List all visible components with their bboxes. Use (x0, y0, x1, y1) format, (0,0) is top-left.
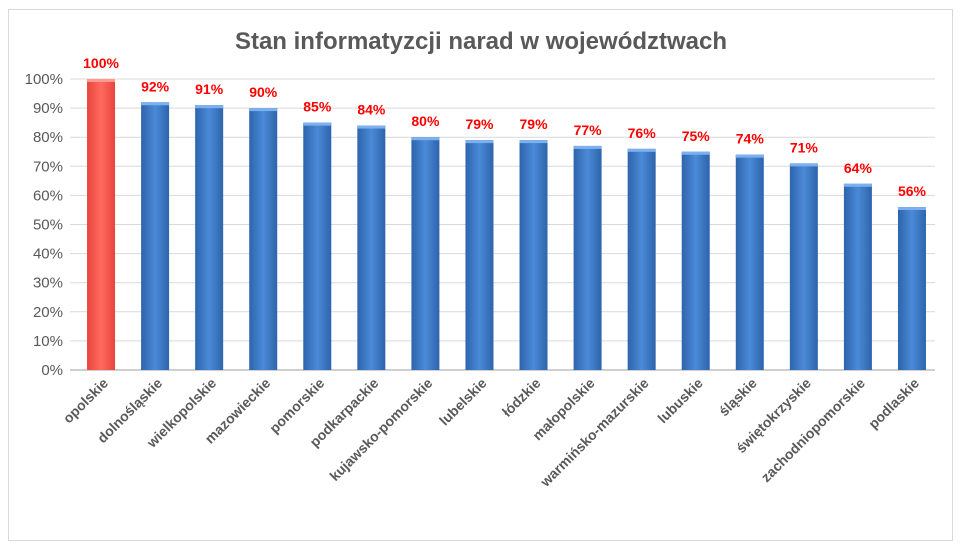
bar-bevel (357, 125, 386, 129)
bar-zachodniopomorskie (843, 183, 872, 370)
y-tick-label: 50% (33, 217, 63, 234)
data-label: 85% (303, 99, 332, 115)
y-tick-label: 70% (33, 158, 63, 175)
data-label: 91% (195, 81, 224, 97)
data-label: 77% (574, 122, 603, 138)
data-label: 92% (141, 78, 170, 94)
bar-kujawsko-pomorskie (411, 137, 440, 370)
bar-bevel (141, 102, 170, 106)
data-label: 100% (83, 55, 119, 71)
data-label: 90% (249, 84, 278, 100)
data-label: 74% (736, 131, 765, 147)
bar-warmińsko-mazurskie (627, 148, 656, 370)
data-label: 71% (790, 139, 819, 155)
bar-bevel (627, 148, 656, 152)
bar-bevel (249, 108, 278, 112)
data-label: 75% (682, 128, 711, 144)
chart-title: Stan informatyzcji narad w województwach (235, 28, 727, 55)
data-label: 79% (465, 116, 494, 132)
bar-bevel (681, 151, 710, 155)
bar-bevel (573, 145, 602, 149)
bar-opolskie (87, 79, 116, 370)
data-label: 64% (844, 160, 873, 176)
y-tick-label: 20% (33, 304, 63, 321)
data-label: 79% (520, 116, 549, 132)
y-tick-label: 100% (25, 71, 63, 88)
bar-lubuskie (681, 151, 710, 370)
data-label: 76% (628, 125, 657, 141)
bar-mazowieckie (249, 108, 278, 370)
y-tick-label: 0% (41, 362, 63, 379)
bar-bevel (465, 140, 494, 144)
y-tick-label: 90% (33, 100, 63, 117)
bar-świętokrzyskie (789, 163, 818, 370)
bar-bevel (195, 105, 224, 109)
bar-podkarpackie (357, 125, 386, 370)
bar-małopolskie (573, 145, 602, 370)
bar-bevel (789, 163, 818, 167)
y-tick-label: 10% (33, 333, 63, 350)
bar-bevel (897, 207, 926, 211)
bar-lubelskie (465, 140, 494, 370)
bar-bevel (411, 137, 440, 141)
data-label: 80% (411, 113, 440, 129)
bar-bevel (303, 122, 332, 126)
bar-bevel (519, 140, 548, 144)
bar-bevel (87, 79, 116, 82)
y-tick-label: 40% (33, 246, 63, 263)
bar-śląskie (735, 154, 764, 370)
bar-dolnośląskie (141, 102, 170, 370)
data-label: 84% (357, 102, 386, 118)
bar-bevel (843, 183, 872, 187)
bar-podlaskie (897, 207, 926, 370)
bar-bevel (735, 154, 764, 158)
y-tick-label: 30% (33, 275, 63, 292)
bar-wielkopolskie (195, 105, 224, 370)
bar-łódzkie (519, 140, 548, 370)
y-tick-label: 60% (33, 187, 63, 204)
data-label: 56% (898, 183, 927, 199)
bar-pomorskie (303, 122, 332, 371)
y-tick-label: 80% (33, 129, 63, 146)
